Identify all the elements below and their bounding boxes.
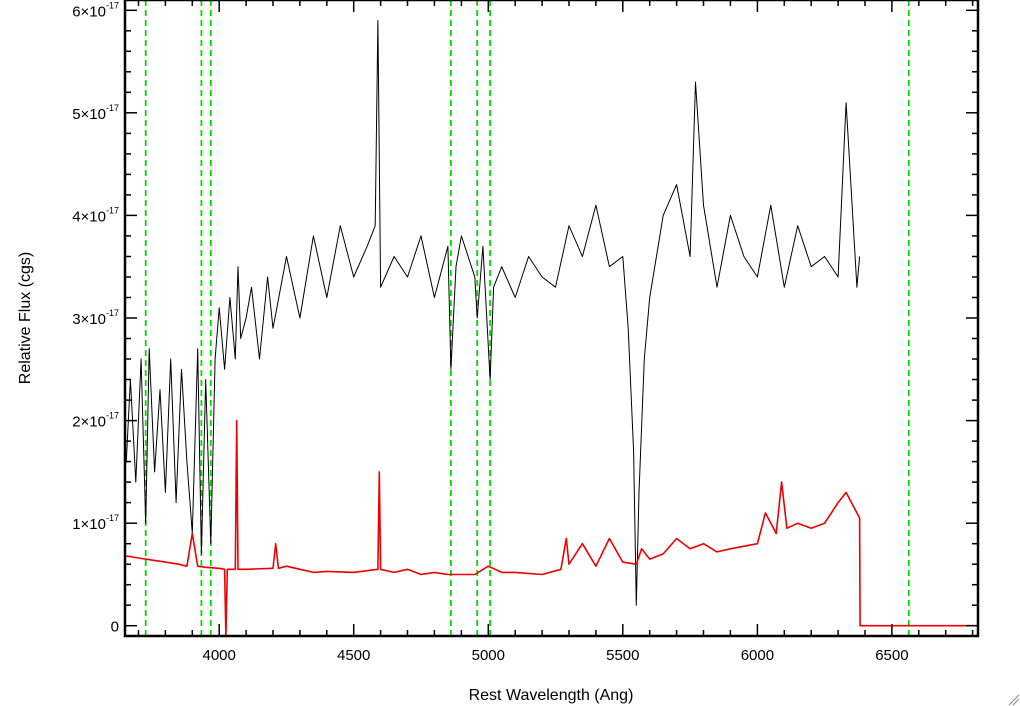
x-tick-label: 4500 [337, 647, 370, 664]
x-tick-label: 4000 [203, 647, 236, 664]
y-tick-label: 5×10-17 [72, 103, 119, 123]
spectrum-series [125, 20, 978, 637]
x-tick-label: 6500 [875, 647, 908, 664]
y-tick-label: 0 [111, 619, 119, 636]
y-axis-title: Relative Flux (cgs) [17, 252, 34, 384]
y-tick-label: 3×10-17 [72, 308, 119, 328]
y-axis: 0 1×10-17 2×10-17 3×10-17 4×10-17 5×10-17 6×10… [72, 0, 978, 636]
series-line-0 [125, 20, 861, 606]
x-tick-label: 6000 [741, 647, 774, 664]
emission-line-markers [144, 0, 910, 636]
x-tick-label: 5000 [472, 647, 505, 664]
x-axis-title: Rest Wavelength (Ang) [469, 687, 634, 704]
y-tick-label: 6×10-17 [72, 0, 119, 20]
x-axis: 4000 4500 5000 5500 6000 6500 [137, 0, 974, 664]
resize-grip-icon[interactable] [1008, 694, 1020, 706]
y-tick-label: 1×10-17 [72, 513, 119, 533]
y-tick-label: 2×10-17 [72, 411, 119, 431]
x-tick-label: 5500 [606, 647, 639, 664]
series-line-1 [126, 419, 978, 637]
y-tick-label: 4×10-17 [72, 205, 119, 225]
plot-frame [123, 0, 980, 638]
